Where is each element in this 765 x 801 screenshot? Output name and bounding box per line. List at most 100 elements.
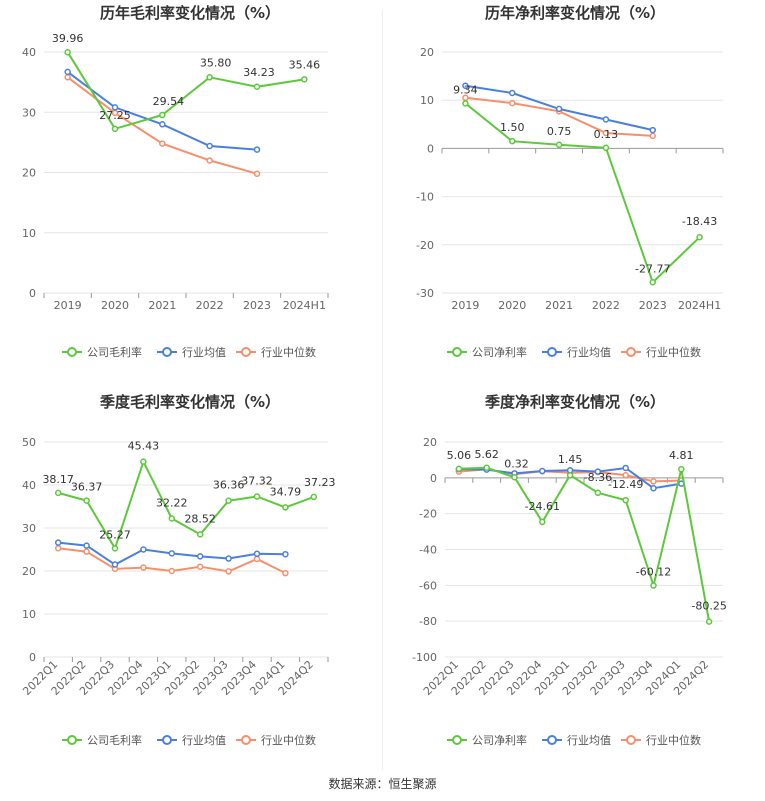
company-series-point	[111, 125, 119, 133]
industry-median-series-point	[206, 157, 213, 164]
chart-quarterly-net-margin: 季度净利率变化情况（%） -100 -80 -60 -40 -20 0 20 2022Q1 202…	[385, 388, 765, 773]
company-series-point	[159, 111, 166, 119]
x-tick-label: 2021	[148, 299, 176, 312]
chart-title: 历年净利率变化情况（%）	[485, 4, 665, 22]
company-series-point	[696, 233, 703, 241]
x-tick-label: 2020	[101, 299, 129, 312]
legend-marker	[626, 347, 636, 357]
data-label: 28.52	[184, 512, 216, 525]
data-label: 1.50	[500, 121, 525, 134]
legend-label: 行业中位数	[261, 345, 316, 359]
legend-label: 行业均值	[567, 734, 611, 747]
data-label: 0.13	[594, 128, 619, 141]
data-label: -24.61	[525, 500, 560, 513]
industry-average-series-point	[509, 89, 516, 97]
company-series-point	[594, 489, 602, 497]
legend-marker	[67, 347, 77, 357]
industry-average-series-point	[649, 126, 656, 134]
industry-average-series-point	[83, 542, 90, 549]
y-tick-label: -10	[416, 191, 434, 204]
data-label: -80.25	[691, 600, 726, 613]
company-series-point	[602, 144, 610, 152]
industry-median-series-point	[509, 99, 516, 107]
company-series-line	[464, 102, 701, 285]
y-tick-label: 20	[22, 167, 36, 180]
quarterly-gross-margin-svg: 季度毛利率变化情况（%）010203040502022Q12022Q22022Q…	[20, 393, 336, 747]
chart-title: 季度净利率变化情况（%）	[485, 393, 665, 411]
legend-item: 行业均值	[157, 346, 226, 359]
industry-average-series-point	[622, 464, 629, 472]
data-label: 37.23	[304, 476, 336, 489]
legend-marker	[162, 347, 172, 357]
y-tick-label: 10	[420, 94, 434, 107]
annual-gross-margin-svg: 历年毛利率变化情况（%） 0 10 20 30 40 2019 2020 2021 2022 202…	[22, 4, 329, 359]
industry-median-series-point	[54, 544, 62, 552]
x-tick-label: 2022	[196, 299, 224, 312]
legend-item: 行业中位数	[236, 733, 316, 747]
legend-label: 公司净利率	[472, 345, 527, 359]
y-tick-label: 20	[423, 436, 437, 449]
y-tick-label: 0	[430, 472, 437, 485]
industry-average-series-point	[111, 104, 119, 111]
industry-average-series-point	[594, 468, 602, 475]
industry-median-series-point	[622, 471, 629, 479]
company-series-line	[458, 466, 711, 622]
y-tick-label: 20	[22, 565, 36, 578]
industry-average-series-point	[225, 555, 232, 562]
y-tick-label: 0	[29, 651, 36, 664]
y-tick-label: 30	[22, 106, 36, 119]
data-label: 36.36	[213, 479, 245, 492]
company-series-point	[196, 531, 204, 538]
data-label: 34.23	[243, 66, 275, 79]
y-tick-label: -100	[412, 651, 437, 664]
legend-label: 公司净利率	[472, 733, 527, 747]
industry-average-series-point	[196, 553, 204, 560]
legend-marker	[162, 735, 172, 745]
industry-median-series-point	[602, 129, 610, 137]
data-label: 38.17	[42, 473, 74, 486]
company-series-point	[649, 279, 656, 286]
company-series-point	[282, 504, 289, 511]
company-series-point	[483, 464, 490, 472]
x-tick-label: 2019	[54, 299, 82, 312]
company-series-point	[140, 458, 147, 465]
company-series-point	[462, 100, 469, 107]
legend-marker	[547, 347, 557, 357]
legend-label: 行业均值	[567, 346, 611, 359]
industry-median-series-point	[253, 555, 261, 563]
legend-marker	[452, 347, 462, 357]
industry-average-series-point	[111, 561, 119, 568]
legend-item: 公司毛利率	[62, 733, 142, 747]
legend-item: 行业中位数	[236, 345, 316, 359]
data-label: 32.22	[156, 496, 188, 509]
legend-label: 行业中位数	[261, 733, 316, 747]
company-series-point	[253, 493, 261, 500]
company-series-point	[168, 515, 176, 522]
x-tick-label: 2019	[451, 299, 479, 312]
x-tick-label: 2023	[639, 299, 667, 312]
x-tick-label: 2024H1	[678, 299, 721, 312]
x-tick-label: 2020	[498, 299, 526, 312]
y-tick-label: 40	[22, 479, 36, 492]
industry-average-series-point	[462, 82, 469, 89]
legend-label: 公司毛利率	[87, 345, 142, 359]
industry-median-series-point	[282, 569, 289, 577]
data-label: 9.34	[453, 83, 478, 96]
industry-average-series-line	[67, 71, 258, 151]
quarterly-net-margin-svg: 季度净利率变化情况（%）-100-80-60-40-200202022Q1202…	[412, 393, 727, 747]
legend-marker	[626, 735, 636, 745]
y-tick-label: 20	[420, 46, 434, 59]
legend-marker	[241, 735, 251, 745]
chart-title: 季度毛利率变化情况（%）	[100, 393, 280, 411]
data-label: -18.43	[682, 215, 717, 228]
company-series-point	[705, 618, 713, 625]
data-label: -27.77	[635, 262, 670, 275]
x-tick-label: 2022	[592, 299, 620, 312]
chart-annual-gross-margin: 历年毛利率变化情况（%） 0 10 20 30 40 2019 2020 2021 2022 202…	[0, 0, 380, 385]
industry-average-series-point	[555, 105, 563, 113]
y-tick-label: -20	[416, 239, 434, 252]
data-label: -8.36	[584, 471, 612, 484]
industry-median-series-point	[140, 564, 147, 571]
data-label: -12.49	[608, 478, 643, 491]
company-series-point	[622, 496, 629, 504]
